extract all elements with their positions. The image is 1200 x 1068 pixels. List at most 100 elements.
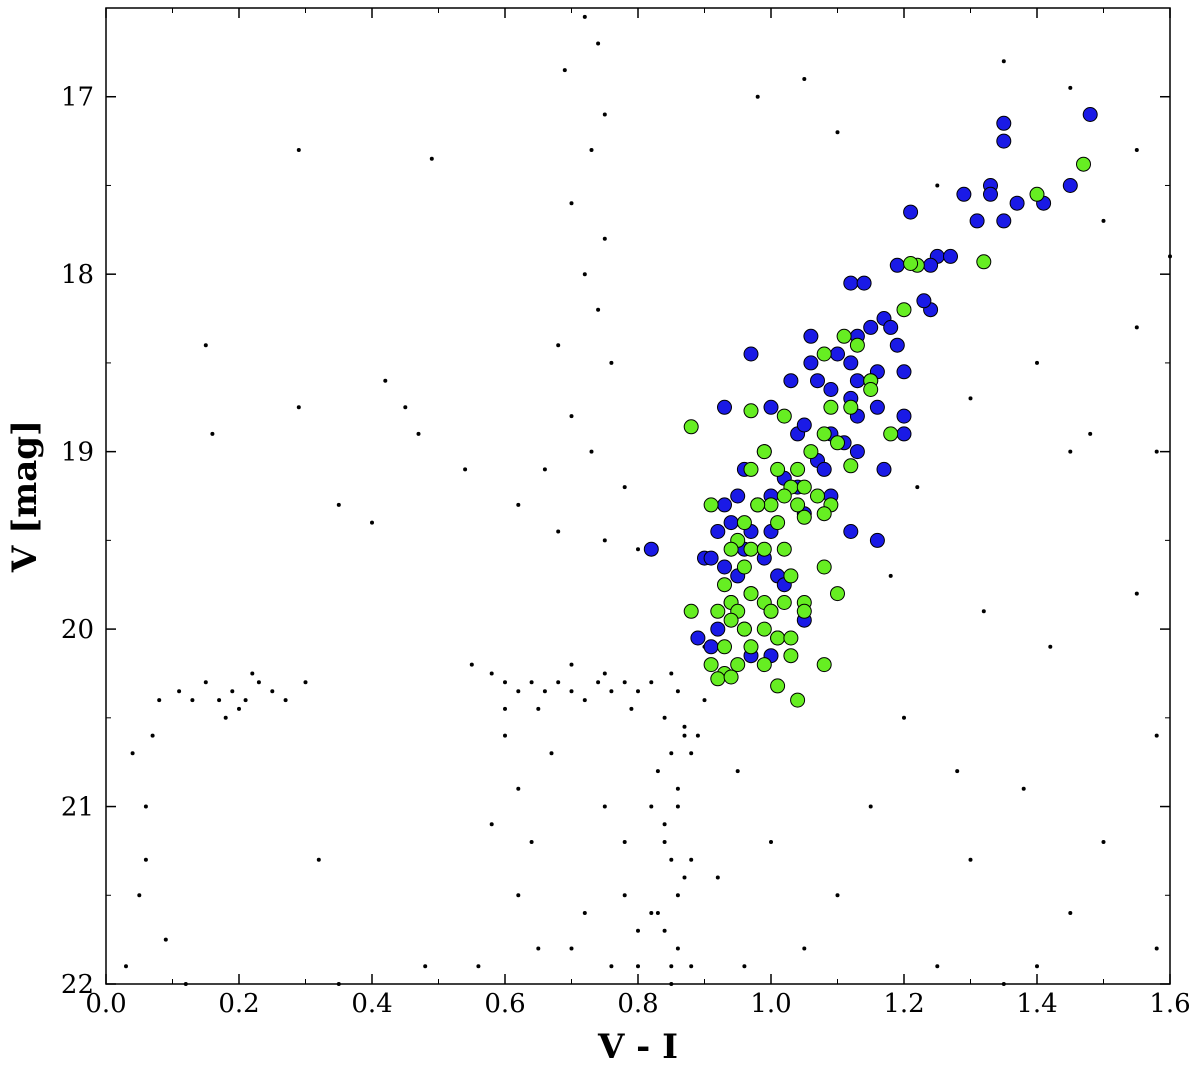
data-point-s2-18 [830, 435, 845, 451]
data-point-s2-15 [743, 403, 759, 419]
data-point-s0-116 [1001, 59, 1006, 64]
data-point-s2-31 [810, 488, 825, 504]
data-point-s0-109 [463, 467, 468, 472]
data-point-s0-19 [489, 671, 494, 676]
x-tick-label-4: 0.8 [617, 989, 658, 1019]
data-point-s0-73 [503, 733, 507, 738]
data-point-s2-52 [830, 586, 845, 602]
data-point-s0-119 [1134, 325, 1139, 330]
data-point-s1-13 [923, 257, 939, 273]
data-point-s1-28 [810, 373, 825, 389]
data-point-s0-122 [1154, 733, 1159, 738]
data-point-s0-14 [622, 485, 627, 490]
data-point-s0-57 [689, 857, 694, 862]
data-point-s1-23 [889, 337, 905, 353]
data-point-s0-130 [802, 946, 807, 951]
data-point-s2-73 [770, 678, 786, 694]
data-point-s0-149 [1154, 946, 1159, 951]
data-point-s0-20 [503, 680, 507, 685]
data-point-s0-59 [689, 964, 694, 969]
data-point-s0-97 [163, 937, 168, 942]
data-point-s2-36 [736, 515, 752, 531]
data-point-s0-26 [582, 698, 587, 703]
data-point-s0-1 [596, 41, 601, 46]
data-point-s0-86 [230, 689, 235, 694]
data-point-s0-40 [669, 751, 674, 756]
data-point-s0-84 [203, 680, 208, 685]
data-point-s0-100 [143, 857, 148, 862]
data-point-s2-71 [710, 671, 726, 687]
data-point-s0-76 [516, 893, 521, 898]
data-point-s0-41 [675, 786, 680, 791]
data-point-s1-47 [896, 426, 912, 442]
data-point-s2-2 [976, 254, 992, 270]
data-point-s2-0 [1076, 156, 1091, 172]
data-point-s2-12 [823, 399, 839, 415]
data-point-s0-18 [636, 547, 640, 552]
data-point-s2-22 [743, 461, 759, 477]
data-point-s2-56 [710, 603, 726, 619]
data-point-s2-30 [790, 497, 806, 513]
data-point-s0-83 [190, 698, 195, 703]
data-point-s0-123 [1101, 840, 1106, 844]
data-point-s2-42 [776, 541, 792, 557]
data-point-s0-82 [177, 689, 182, 694]
data-point-s0-141 [735, 769, 740, 774]
data-point-s0-103 [296, 148, 301, 152]
data-point-s1-39 [763, 399, 779, 415]
data-point-s2-6 [836, 328, 852, 344]
data-point-s1-2 [1082, 107, 1098, 122]
data-point-s2-54 [763, 603, 779, 619]
data-point-s0-138 [968, 396, 973, 401]
data-point-s1-79 [710, 621, 726, 637]
data-point-s1-44 [869, 399, 885, 415]
data-point-s0-63 [675, 689, 680, 694]
data-point-s0-98 [124, 964, 128, 969]
data-point-s1-14 [943, 248, 958, 264]
data-point-s2-65 [730, 657, 746, 673]
data-point-s0-91 [237, 706, 241, 711]
data-point-s2-27 [776, 488, 792, 504]
data-point-s0-90 [283, 698, 288, 703]
data-point-s0-89 [270, 689, 275, 694]
data-point-s0-121 [1134, 591, 1139, 596]
data-point-s0-93 [223, 715, 228, 720]
data-point-s0-22 [529, 680, 534, 685]
data-point-s1-38 [717, 399, 732, 415]
plot-frame [105, 7, 1171, 985]
data-point-s2-66 [756, 657, 772, 673]
data-point-s0-124 [1068, 911, 1073, 915]
data-point-s0-8 [596, 307, 601, 312]
data-point-s1-87 [869, 532, 885, 548]
data-point-s1-8 [1062, 178, 1078, 193]
y-tick-label-0: 17 [61, 83, 94, 113]
data-point-s0-56 [649, 804, 654, 809]
x-tick-label-8: 1.6 [1149, 989, 1190, 1019]
data-point-s2-14 [776, 408, 792, 424]
data-point-s0-114 [835, 130, 840, 135]
data-point-s0-104 [296, 405, 301, 410]
data-point-s2-44 [783, 568, 799, 584]
x-axis-label: V - I [597, 1027, 678, 1067]
data-point-s0-68 [636, 964, 640, 969]
x-tick-label-1: 0.2 [218, 989, 259, 1019]
data-point-s0-112 [755, 94, 760, 99]
data-point-s0-65 [622, 893, 627, 898]
data-point-s0-139 [915, 485, 920, 490]
data-point-s0-0 [582, 14, 587, 19]
data-point-s1-46 [896, 408, 912, 424]
y-tick-label-4: 21 [61, 793, 94, 823]
data-point-s0-9 [556, 343, 561, 348]
data-point-s1-58 [717, 497, 732, 513]
data-point-s2-19 [803, 444, 819, 460]
data-point-s0-52 [655, 911, 660, 915]
data-point-s2-20 [756, 444, 772, 460]
data-point-s2-45 [816, 559, 832, 575]
data-point-s1-48 [876, 461, 892, 477]
data-point-s0-125 [1035, 964, 1039, 969]
data-point-s1-24 [883, 319, 899, 335]
y-tick-label-5: 22 [61, 970, 94, 1000]
data-point-s1-35 [823, 382, 839, 397]
data-point-s2-69 [703, 657, 719, 673]
data-point-s0-35 [669, 671, 674, 676]
